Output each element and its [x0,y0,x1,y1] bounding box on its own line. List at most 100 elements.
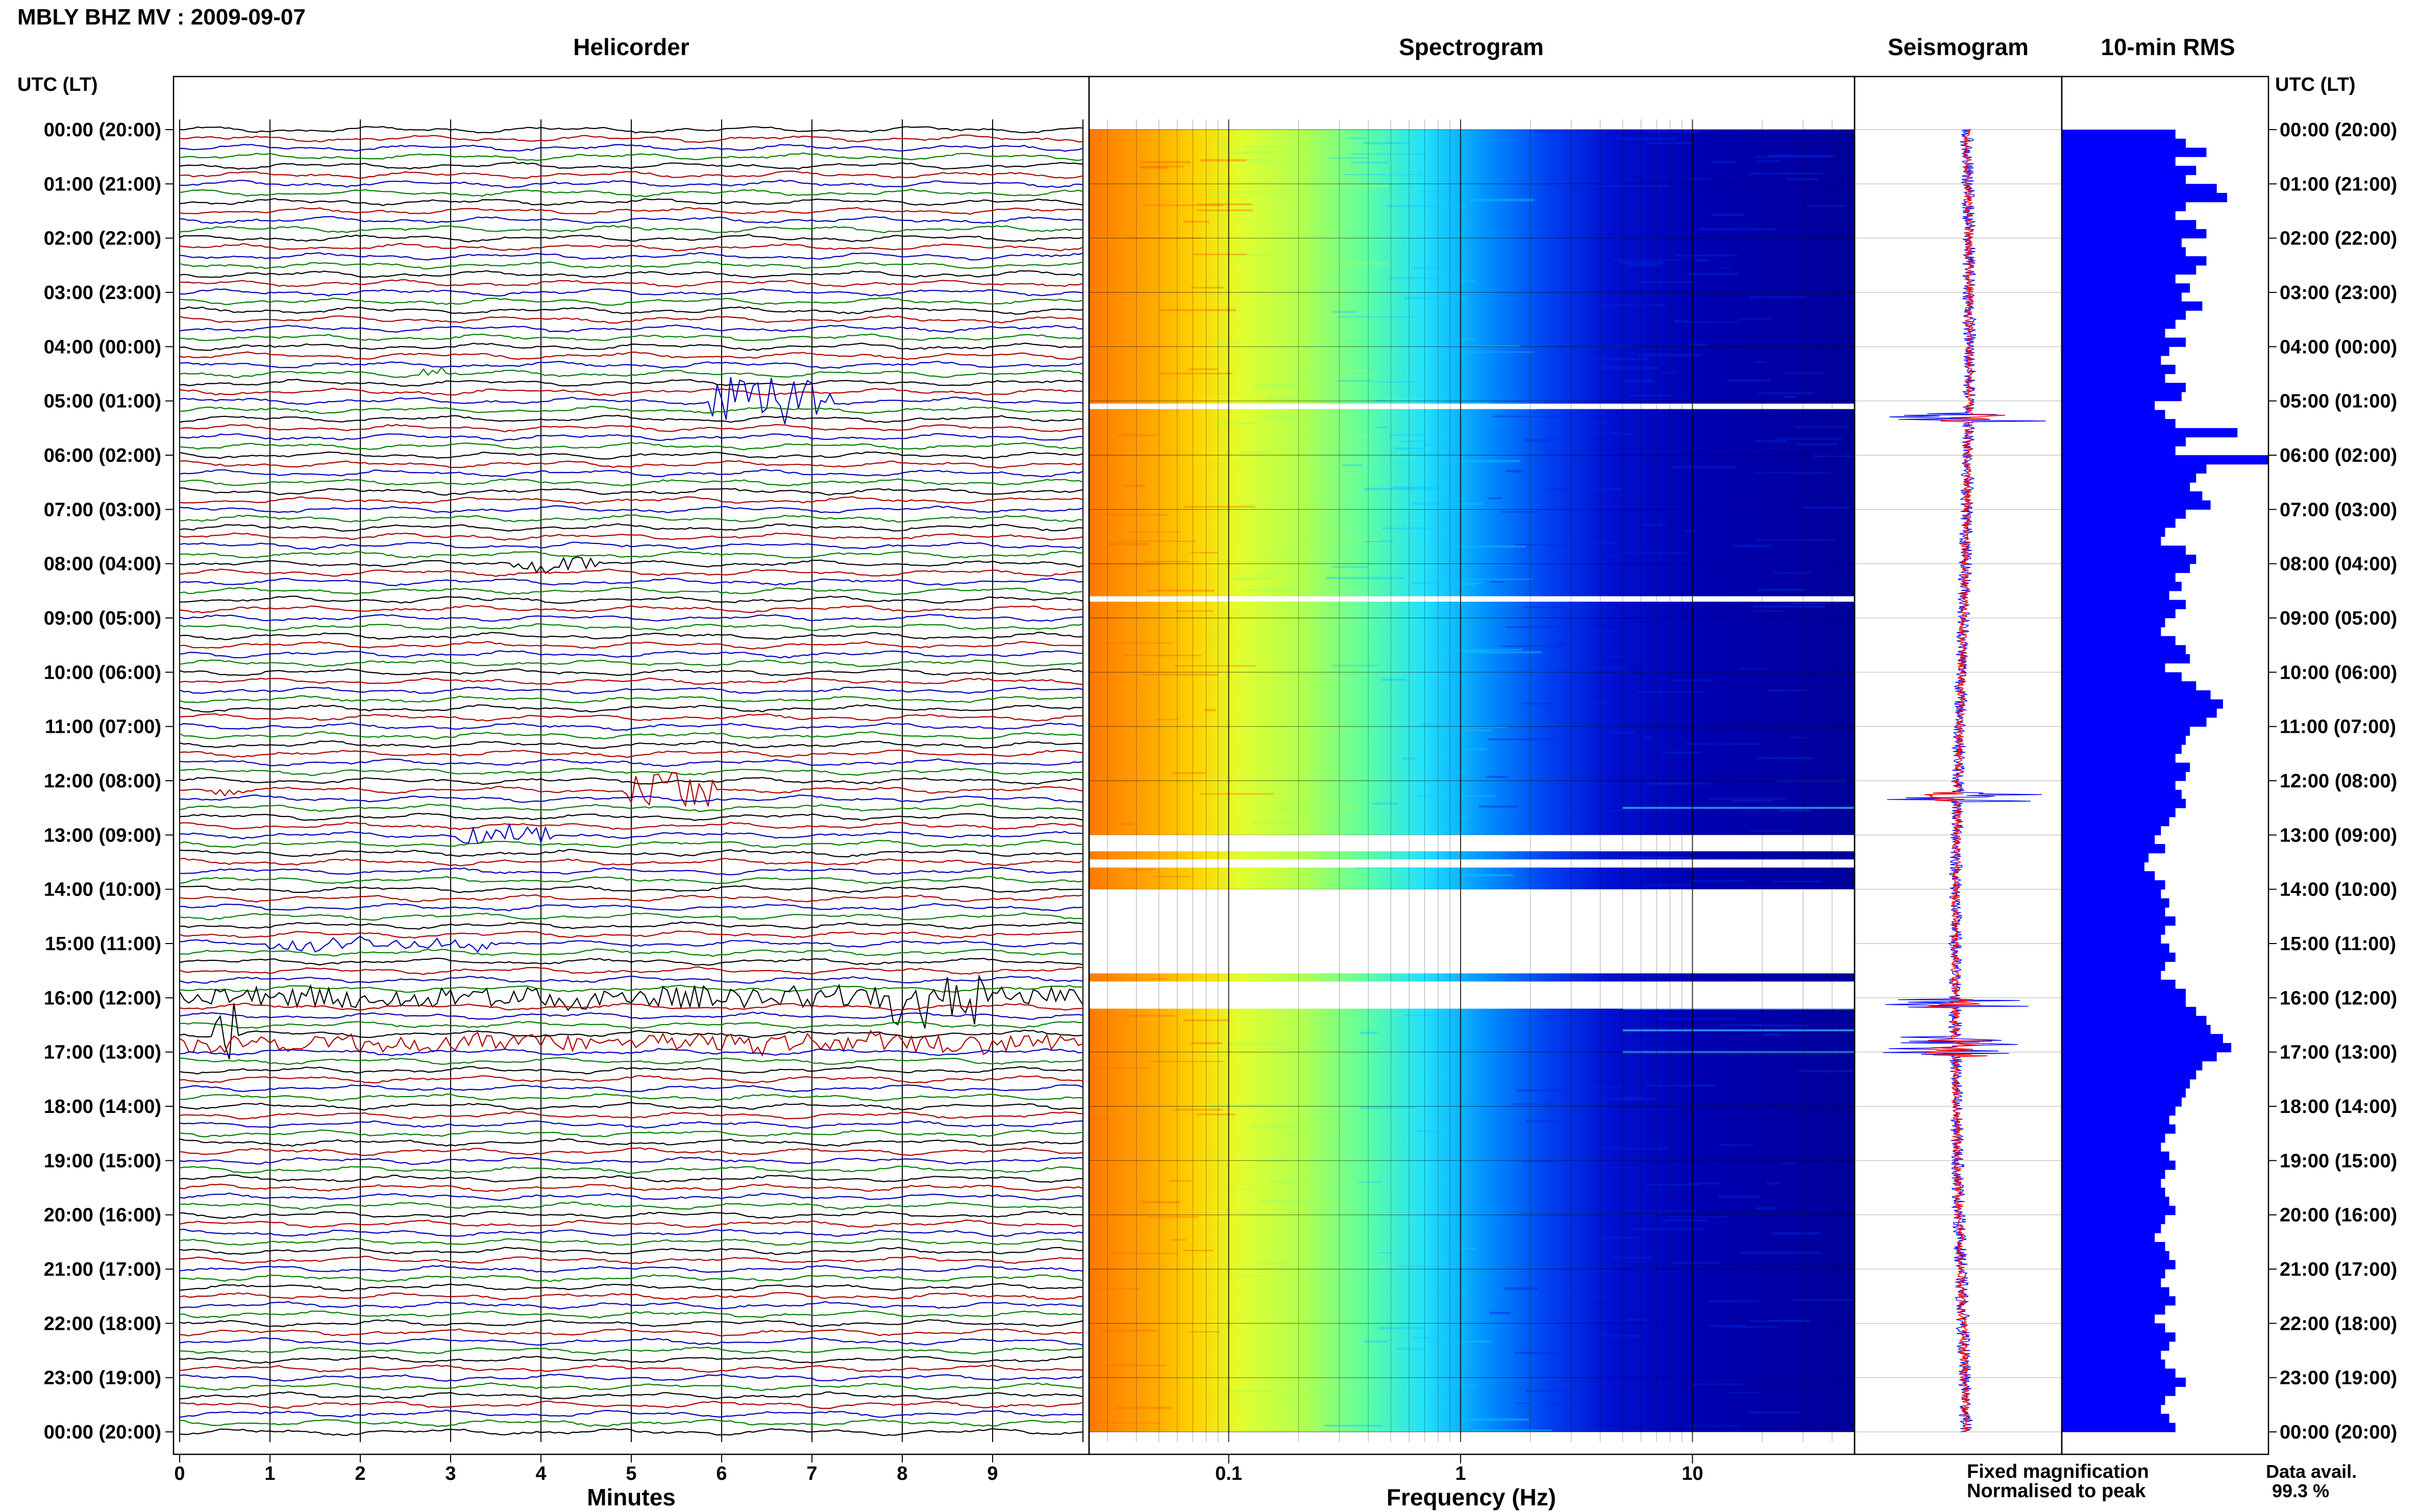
spectrogram-texture-streak [1445,498,1466,500]
helicorder-trace-line [179,288,1083,297]
rms-bar [2062,1359,2165,1369]
rms-bar [2062,826,2161,835]
right-time-labels: 00:00 (20:00) 01:00 (21:00) 02:00 (22:00) 0… [2268,119,2397,1443]
spectrogram-texture-streak [1684,1425,1742,1427]
spectrogram-texture-streak [1222,151,1276,154]
spectrogram-texture-streak [1452,649,1523,651]
spectrogram-texture-streak [1541,1015,1591,1017]
helicorder-trace-line [179,777,1083,785]
spectrogram-texture-streak [1451,1385,1478,1386]
spectrogram-texture-streak [1755,757,1814,760]
helicorder-trace-line [179,469,1083,478]
rms-bar [2062,1079,2190,1089]
helicorder-x-tick-label: 2 [355,1463,365,1484]
rms-bar [2062,364,2176,374]
rms-bar [2062,500,2211,510]
helicorder-trace-line [179,170,1083,179]
rms-bar [2062,853,2149,862]
helicorder-trace-line [179,1283,1083,1292]
rms-bars [2062,130,2268,1432]
spectrogram-texture-streak [1170,1239,1187,1241]
spectrogram-texture-streak [1591,432,1617,434]
helicorder-trace-line [179,614,1083,622]
rms-bar [2062,1007,2196,1017]
spectrogram-texture-streak [1139,165,1184,168]
rms-bar [2062,618,2165,628]
spectrogram-texture-streak [1611,1257,1653,1259]
rms-bar [2062,247,2186,257]
rms-bar [2062,816,2169,827]
left-time-label: 12:00 (08:00) [44,771,161,792]
spectrogram-texture-streak [1376,381,1416,383]
rms-bar [2062,1097,2182,1107]
right-time-label: 20:00 (16:00) [2280,1205,2397,1226]
spectrogram-texture-streak [1581,358,1648,360]
helicorder-trace-line [179,315,1083,324]
helicorder-trace-line [179,342,1083,351]
rms-bar [2062,328,2165,338]
rms-bar [2062,554,2196,564]
rms-bar [2062,310,2186,320]
rms-bar [2062,1170,2165,1179]
helicorder-trace-line [179,713,1083,722]
helicorder-trace-line [179,1174,1083,1183]
helicorder-trace-line [179,379,1083,387]
rms-frame [2061,76,2269,1455]
spectrogram-title: Spectrogram [1399,34,1544,60]
spectrogram-texture-streak [1409,452,1445,454]
spectrogram-texture-streak [1685,321,1740,323]
right-time-label: 15:00 (11:00) [2280,933,2396,955]
rms-bar [2062,898,2169,908]
spectrogram-texture-streak [1191,1042,1223,1045]
spectrogram-texture-streak [1738,318,1772,320]
spectrogram-texture-streak [1581,422,1610,424]
rms-bar [2062,1287,2169,1297]
left-time-label: 19:00 (15:00) [44,1150,161,1172]
spectrogram-texture-streak [1240,451,1269,454]
spectrogram-texture-streak [1295,373,1318,375]
spectrogram-texture-streak [1412,266,1439,269]
helicorder-trace-line [179,767,1083,776]
spectrogram-texture-streak [1128,531,1182,533]
rms-bar [2062,1278,2161,1287]
spectrogram-x-tick-label: 1 [1455,1463,1466,1484]
spectrogram-texture-streak [1488,738,1558,740]
helicorder-trace-line [179,1428,1083,1436]
spectrogram-texture-streak [1315,723,1339,726]
helicorder-trace-line [179,686,1083,695]
rms-bar [2062,1061,2203,1071]
helicorder-trace-line [180,772,1083,808]
spectrogram-texture-streak [1107,542,1150,546]
rms-bar [2062,1404,2161,1415]
helicorder-x-tick-label: 1 [264,1463,275,1484]
helicorder-trace-line [179,921,1083,930]
helicorder-trace-line [179,912,1083,921]
rms-bar [2062,337,2186,347]
rms-bar [2062,1251,2169,1260]
rms-bar [2062,609,2176,618]
spectrogram-texture-streak [1647,130,1700,133]
helicorder-trace-line [179,1111,1083,1120]
spectrogram-data-gap [1089,596,1855,602]
helicorder-trace-line [179,930,1083,939]
helicorder-trace-line [180,306,1083,315]
spectrogram-texture-streak [1197,203,1252,206]
spectrogram-texture-streak [1324,1424,1383,1427]
rms-bar [2062,455,2268,465]
spectrogram-texture-streak [1411,503,1484,505]
spectrogram-texture-streak [1626,1318,1647,1321]
spectrogram-texture-streak [1279,1397,1332,1399]
spectrogram-texture-streak [1783,372,1822,374]
spectrogram-texture-streak [1193,253,1247,255]
rms-bar [2062,753,2176,763]
spectrogram-texture-streak [1521,702,1552,705]
rms-bar [2062,220,2196,230]
rms-bar [2062,1034,2223,1044]
rms-bar [2062,944,2169,953]
spectrogram-texture-streak [1265,416,1344,418]
rms-bar [2062,1423,2176,1432]
spectrogram-texture-streak [1227,1043,1283,1046]
left-time-label: 11:00 (07:00) [45,716,161,738]
helicorder-trace-line [179,188,1083,197]
